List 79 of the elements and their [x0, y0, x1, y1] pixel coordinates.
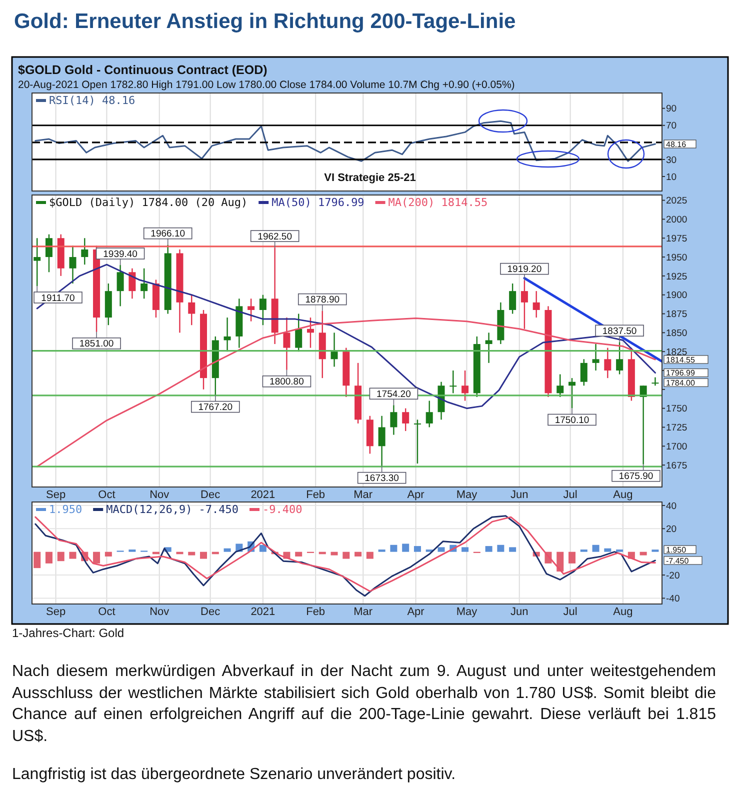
annotation: 1754.20 — [376, 388, 411, 400]
y-tick-label: 1950 — [666, 252, 688, 264]
legend-label: -9.400 — [262, 503, 302, 516]
annotation: 1796.99 — [666, 368, 696, 378]
x-tick-label: Aug — [613, 606, 633, 618]
y-tick-label: 1850 — [666, 328, 688, 340]
y-tick-label: 20 — [666, 524, 677, 535]
x-tick-label: 2021 — [250, 606, 276, 618]
y-tick-label: 2000 — [666, 214, 688, 226]
y-tick-label: 40 — [666, 500, 677, 512]
x-tick-label: Oct — [98, 489, 116, 501]
x-tick-label: Dec — [200, 489, 221, 501]
x-tick-label: Sep — [46, 489, 66, 501]
y-tick-label: 1675 — [666, 460, 688, 472]
annotation: 1837.50 — [602, 326, 637, 337]
annotation: 1.950 — [666, 545, 687, 554]
legend-label: $GOLD (Daily) 1784.00 (20 Aug) — [49, 196, 248, 209]
annotation: 1966.10 — [150, 228, 186, 240]
y-tick-label: 1750 — [666, 404, 688, 415]
x-tick-label: Nov — [150, 606, 170, 618]
legend-label: MA(50) 1796.99 — [272, 196, 364, 209]
y-tick-label: 1925 — [666, 271, 688, 282]
text: 1-Jahres-Chart: Gold — [12, 626, 124, 640]
x-tick-label: Feb — [306, 489, 326, 501]
x-tick-label: May — [456, 489, 478, 501]
x-tick-label: Jun — [510, 606, 528, 618]
y-tick-label: 1700 — [666, 441, 688, 452]
x-tick-label: Apr — [407, 489, 425, 501]
annotation: 1784.00 — [666, 378, 696, 388]
annotation: 1878.90 — [305, 294, 340, 306]
y-tick-label: 90 — [666, 104, 677, 115]
x-tick-label: Feb — [306, 606, 326, 618]
legend-label: MACD(12,26,9) -7.450 — [106, 503, 239, 516]
x-tick-label: Jul — [563, 489, 578, 501]
x-tick-label: Dec — [200, 606, 221, 618]
x-tick-label: May — [456, 606, 478, 618]
legend-label: MA(200) 1814.55 — [388, 196, 488, 209]
y-tick-label: 1825 — [666, 346, 688, 358]
x-tick-label: Aug — [613, 489, 633, 501]
annotation: 1767.20 — [198, 402, 233, 414]
annotation: 1911.70 — [41, 292, 75, 304]
x-tick-label: Jul — [563, 606, 578, 618]
y-tick-label: 1875 — [666, 309, 688, 320]
text: Nach diesem merkwürdigen Abverkauf in der Nacht zum 9. August und unter weitestgehendem Ausschluss der westlichen Märkte stabilisiert sich Gold oberhalb von 1.780 US$. Somit bleibt die Chance auf einen erfolgreichen Angriff auf die 200-Tage-Linie gewahrt. Diese verläuft bei 1.815 US$. — [12, 662, 716, 746]
y-tick-label: 1725 — [666, 422, 688, 434]
x-tick-label: Mar — [354, 606, 373, 618]
y-tick-label: -20 — [666, 570, 680, 582]
chart-subtitle: $GOLD Gold - Continuous Contract (EOD) — [18, 63, 268, 77]
annotation: 48.16 — [666, 140, 687, 149]
legend-label: 1.950 — [49, 503, 82, 516]
y-tick-label: 70 — [666, 120, 677, 132]
legend-label: RSI(14) 48.16 — [49, 94, 136, 107]
y-tick-label: 1900 — [666, 290, 688, 302]
x-tick-label: Apr — [407, 606, 425, 618]
x-tick-label: Sep — [46, 606, 66, 618]
annotation: 1750.10 — [554, 415, 590, 426]
y-tick-label: 10 — [666, 172, 677, 183]
annotation: 1814.55 — [666, 355, 696, 364]
annotation: 1919.20 — [507, 264, 542, 276]
text: 20-Aug-2021 Open 1782.80 High 1791.00 Low 1780.00 Close 1784.00 Volume 10.7M Chg +0.90 (+0.05%) — [18, 79, 515, 91]
x-tick-label: Nov — [150, 489, 170, 501]
chart-title: Gold: Erneuter Anstieg in Richtung 200-Tage-Linie — [14, 10, 516, 34]
x-tick-label: Jun — [510, 489, 528, 501]
x-tick-label: Oct — [98, 606, 116, 618]
x-tick-label: Mar — [354, 489, 373, 501]
annotation: 1800.80 — [270, 376, 304, 388]
annotation: 1851.00 — [79, 338, 114, 350]
annotation: 1673.30 — [364, 473, 399, 484]
y-tick-label: 1975 — [666, 233, 688, 244]
annotation: 1675.90 — [618, 471, 654, 482]
annotation: VI Strategie 25-21 — [324, 172, 416, 184]
annotation: 1962.50 — [258, 231, 292, 242]
x-tick-label: 2021 — [250, 489, 276, 501]
annotation: 1939.40 — [103, 248, 138, 260]
y-tick-label: 30 — [666, 154, 677, 166]
annotation: -7.450 — [666, 556, 690, 566]
y-tick-label: -40 — [666, 594, 680, 605]
text: Langfristig ist das übergeordnete Szenario unverändert positiv. — [12, 765, 457, 785]
y-tick-label: 2025 — [666, 196, 688, 207]
